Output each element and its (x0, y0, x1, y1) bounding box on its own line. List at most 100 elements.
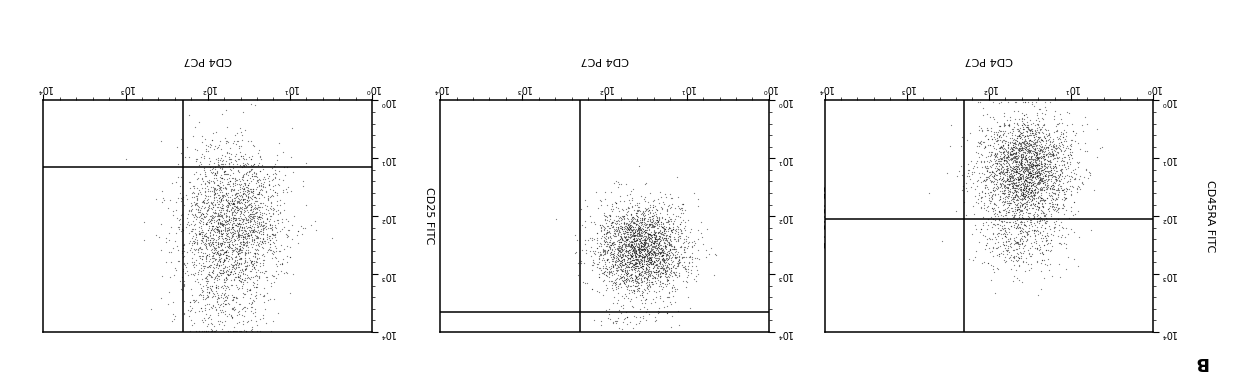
Point (210, 195, 229, 201)
Point (616, 277, 636, 283)
Point (992, 144, 1012, 150)
Point (202, 200, 222, 206)
Point (966, 248, 986, 254)
Point (198, 143, 218, 149)
Point (191, 262, 211, 268)
Point (222, 251, 242, 257)
Point (999, 193, 1019, 199)
Point (1006, 194, 1025, 200)
Point (250, 260, 270, 266)
Point (249, 274, 269, 280)
Point (615, 239, 635, 245)
Point (658, 219, 678, 225)
Point (218, 272, 238, 278)
Point (1012, 147, 1032, 153)
Point (1047, 176, 1066, 182)
Point (1008, 177, 1028, 183)
Point (620, 220, 640, 227)
Point (203, 323, 223, 329)
Point (1032, 257, 1052, 263)
Point (1017, 183, 1037, 189)
Point (986, 129, 1006, 135)
Point (1012, 197, 1032, 203)
Point (224, 294, 244, 300)
Point (262, 222, 281, 228)
Point (624, 247, 644, 253)
Point (1018, 148, 1038, 154)
Point (1008, 164, 1028, 171)
Point (263, 210, 283, 216)
Point (1017, 178, 1037, 185)
Point (985, 153, 1004, 159)
Point (193, 293, 213, 300)
Point (1023, 182, 1043, 188)
Point (609, 290, 629, 296)
Point (595, 261, 615, 267)
Point (272, 268, 291, 274)
Point (635, 286, 655, 293)
Point (599, 259, 619, 265)
Point (976, 232, 996, 239)
Point (1002, 135, 1022, 141)
Point (1009, 158, 1029, 164)
Point (223, 230, 243, 237)
Point (238, 202, 258, 208)
Point (216, 263, 236, 269)
Point (203, 165, 223, 171)
Point (646, 250, 666, 256)
Point (263, 227, 283, 233)
Point (649, 218, 668, 224)
Point (259, 173, 279, 179)
Point (647, 245, 667, 251)
Point (999, 235, 1019, 241)
Point (249, 176, 269, 182)
Point (971, 198, 991, 204)
Point (618, 254, 637, 261)
Point (651, 251, 671, 257)
Point (1038, 168, 1058, 174)
Point (262, 250, 281, 256)
Point (622, 227, 642, 233)
Point (254, 253, 274, 259)
Point (595, 216, 615, 222)
Point (594, 210, 614, 216)
Point (216, 197, 236, 203)
Point (651, 265, 671, 271)
Point (192, 235, 212, 241)
Point (618, 273, 637, 279)
Point (641, 232, 661, 238)
Point (1014, 141, 1034, 147)
Point (999, 219, 1019, 225)
Point (229, 247, 249, 254)
Point (191, 285, 211, 291)
Point (1013, 181, 1033, 187)
Point (1032, 186, 1052, 192)
Point (622, 230, 642, 237)
Point (1028, 231, 1048, 237)
Point (610, 245, 630, 251)
Point (241, 211, 260, 217)
Point (660, 255, 680, 261)
Point (198, 179, 218, 186)
Point (631, 264, 651, 271)
Point (619, 252, 639, 259)
Point (622, 236, 642, 242)
Point (997, 181, 1017, 187)
Point (671, 251, 691, 257)
Point (646, 242, 666, 248)
Point (1028, 188, 1048, 194)
Point (1003, 181, 1023, 188)
Point (1011, 153, 1030, 159)
Point (236, 205, 255, 211)
Point (1009, 276, 1029, 283)
Point (606, 259, 626, 265)
Point (644, 239, 663, 245)
Point (247, 178, 267, 185)
Point (967, 143, 987, 149)
Point (237, 204, 257, 210)
Point (1011, 188, 1030, 194)
Point (221, 167, 241, 173)
Point (237, 189, 257, 195)
Point (1022, 205, 1042, 212)
Point (673, 200, 693, 207)
